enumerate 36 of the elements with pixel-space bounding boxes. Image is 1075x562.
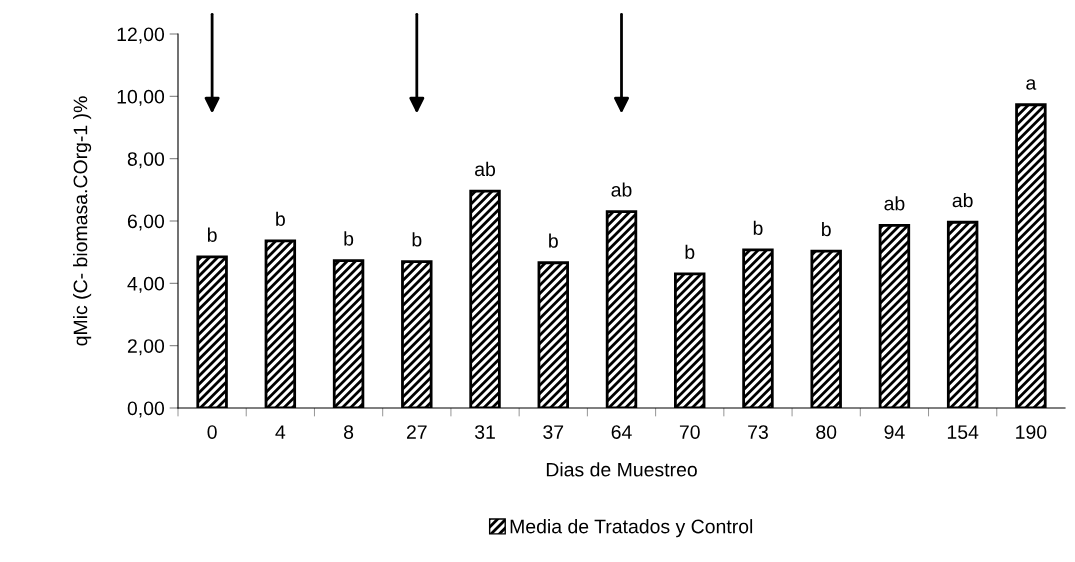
data-label: b [753,220,763,236]
x-tick-label: 70 [679,425,700,439]
data-label: b [276,211,285,226]
legend-label: Media de Tratados y Control [510,519,753,538]
data-label: ab [475,161,496,177]
x-tick-label: 73 [748,425,768,439]
x-tick-label: 27 [406,425,427,439]
y-axis-title: qMic (C- biomasa.COrg-1 )% [73,96,92,346]
x-tick-label: 37 [543,425,564,439]
y-tick-label: 8,00 [127,152,165,169]
y-tick-label: 0,00 [127,401,165,418]
x-tick-label: 154 [947,425,979,439]
x-tick-label: 31 [474,425,495,439]
data-label: b [412,232,422,247]
data-label: b [549,233,558,248]
data-label: b [685,244,695,260]
x-axis-title: Dias de Muestreo [546,462,697,477]
y-tick-label: 10,00 [117,89,165,106]
x-tick-label: 94 [884,425,905,439]
data-label: a [1026,79,1037,90]
data-label: ab [611,182,632,197]
x-tick-label: 8 [344,425,354,439]
x-tick-label: 190 [1016,425,1047,439]
x-tick-label: 64 [611,425,632,439]
y-tick-label: 6,00 [127,214,165,231]
x-tick-label: 80 [816,425,837,439]
y-tick-label: 2,00 [127,339,165,356]
data-label: b [207,227,217,242]
data-label: ab [952,193,973,208]
y-tick-label: 12,00 [117,27,165,44]
data-label: b [822,221,831,237]
data-label: ab [884,196,905,211]
x-tick-label: 0 [207,425,217,439]
y-tick-label: 4,00 [127,276,165,293]
data-label: b [344,231,354,246]
x-tick-label: 4 [275,425,286,439]
